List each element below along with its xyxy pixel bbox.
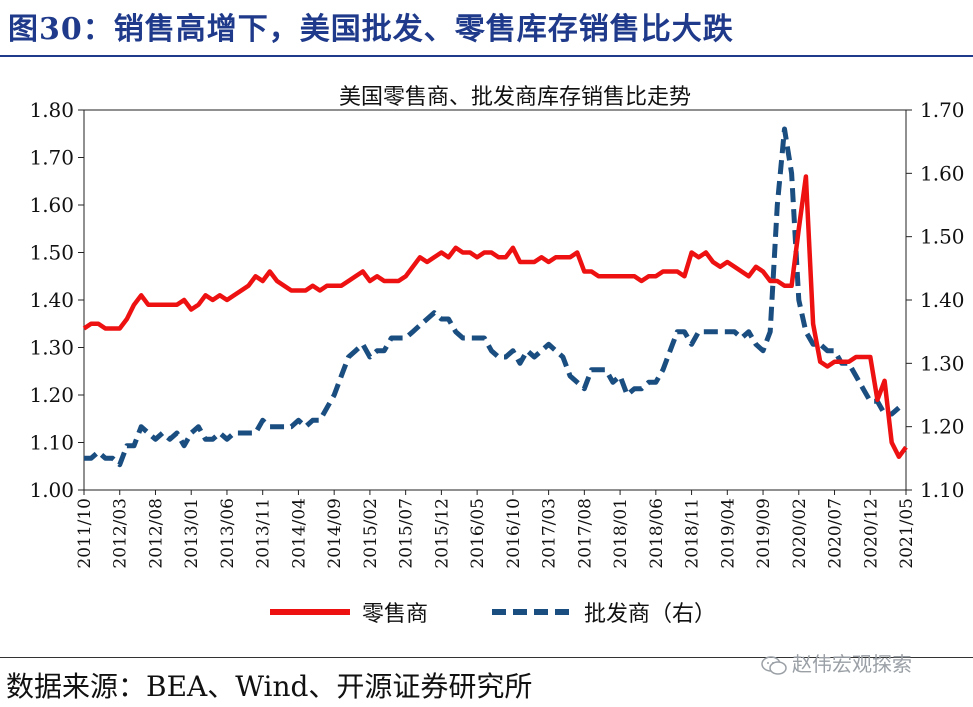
left-axis-tick-label: 1.10 <box>29 431 74 455</box>
x-axis-tick-label: 2014/09 <box>325 498 345 569</box>
x-axis-tick-label: 2020/07 <box>826 498 846 569</box>
source-note: 数据来源：BEA、Wind、开源证券研究所 <box>6 670 533 703</box>
series-wholesale-line <box>84 126 901 468</box>
x-axis-tick-label: 2012/08 <box>146 498 166 569</box>
x-axis-tick-label: 2017/03 <box>540 498 560 569</box>
series-retail-line <box>82 174 908 460</box>
x-axis-tick-label: 2018/06 <box>647 498 667 569</box>
left-axis-tick-label: 1.50 <box>29 241 74 265</box>
x-axis-tick-label: 2013/06 <box>218 498 238 569</box>
right-axis-tick-label: 1.50 <box>920 225 965 249</box>
x-axis-tick-label: 2016/05 <box>468 498 488 569</box>
legend-label-retail: 零售商 <box>362 602 428 627</box>
right-axis-tick-label: 1.40 <box>920 288 965 312</box>
legend-label-wholesale: 批发商（右） <box>584 602 716 627</box>
x-axis-tick-label: 2019/09 <box>754 498 774 569</box>
watermark-text: 赵伟宏观探索 <box>792 652 912 676</box>
x-axis-tick-label: 2014/04 <box>289 498 309 569</box>
x-axis-tick-label: 2021/05 <box>897 498 917 569</box>
x-axis-tick-label: 2015/12 <box>432 498 452 569</box>
left-axis-tick-label: 1.40 <box>29 288 74 312</box>
x-axis-tick-label: 2020/02 <box>790 498 810 569</box>
footer-rule <box>0 657 973 658</box>
right-axis-tick-label: 1.70 <box>920 98 965 122</box>
right-axis-tick-label: 1.20 <box>920 415 965 439</box>
x-axis-tick-label: 2015/02 <box>361 498 381 569</box>
x-axis-tick-label: 2015/07 <box>397 498 417 569</box>
x-axis-tick-label: 2013/11 <box>254 498 274 569</box>
left-axis-tick-label: 1.60 <box>29 193 74 217</box>
x-axis-tick-label: 2013/01 <box>182 498 202 569</box>
x-axis-tick-label: 2016/10 <box>504 498 524 569</box>
wechat-icon <box>761 655 787 675</box>
left-axis-tick-label: 1.70 <box>29 146 74 170</box>
left-axis-tick-label: 1.20 <box>29 383 74 407</box>
left-axis-tick-label: 1.80 <box>29 98 74 122</box>
x-axis-tick-label: 2017/08 <box>575 498 595 569</box>
figure-title: 图30：销售高增下，美国批发、零售库存销售比大跌 <box>8 12 734 47</box>
watermark: 赵伟宏观探索 <box>760 648 912 677</box>
right-axis-tick-label: 1.10 <box>920 478 965 502</box>
x-axis-tick-label: 2011/10 <box>75 498 95 569</box>
title-rule <box>0 55 973 57</box>
chart-title: 美国零售商、批发商库存销售比走势 <box>339 85 691 110</box>
left-axis-tick-label: 1.00 <box>29 478 74 502</box>
line-chart: 美国零售商、批发商库存销售比走势 1.00 1.10 1.20 1.30 1.40 1.50… <box>29 85 965 627</box>
x-axis-tick-label: 2020/12 <box>861 498 881 569</box>
left-axis-tick-label: 1.30 <box>29 336 74 360</box>
x-axis-tick-label: 2012/03 <box>111 498 131 569</box>
x-axis-tick-label: 2018/01 <box>611 498 631 569</box>
x-axis-tick-label: 2018/11 <box>683 498 703 569</box>
right-axis-tick-label: 1.30 <box>920 351 965 375</box>
x-axis-tick-label: 2019/04 <box>718 498 738 569</box>
right-axis-tick-label: 1.60 <box>920 161 965 185</box>
